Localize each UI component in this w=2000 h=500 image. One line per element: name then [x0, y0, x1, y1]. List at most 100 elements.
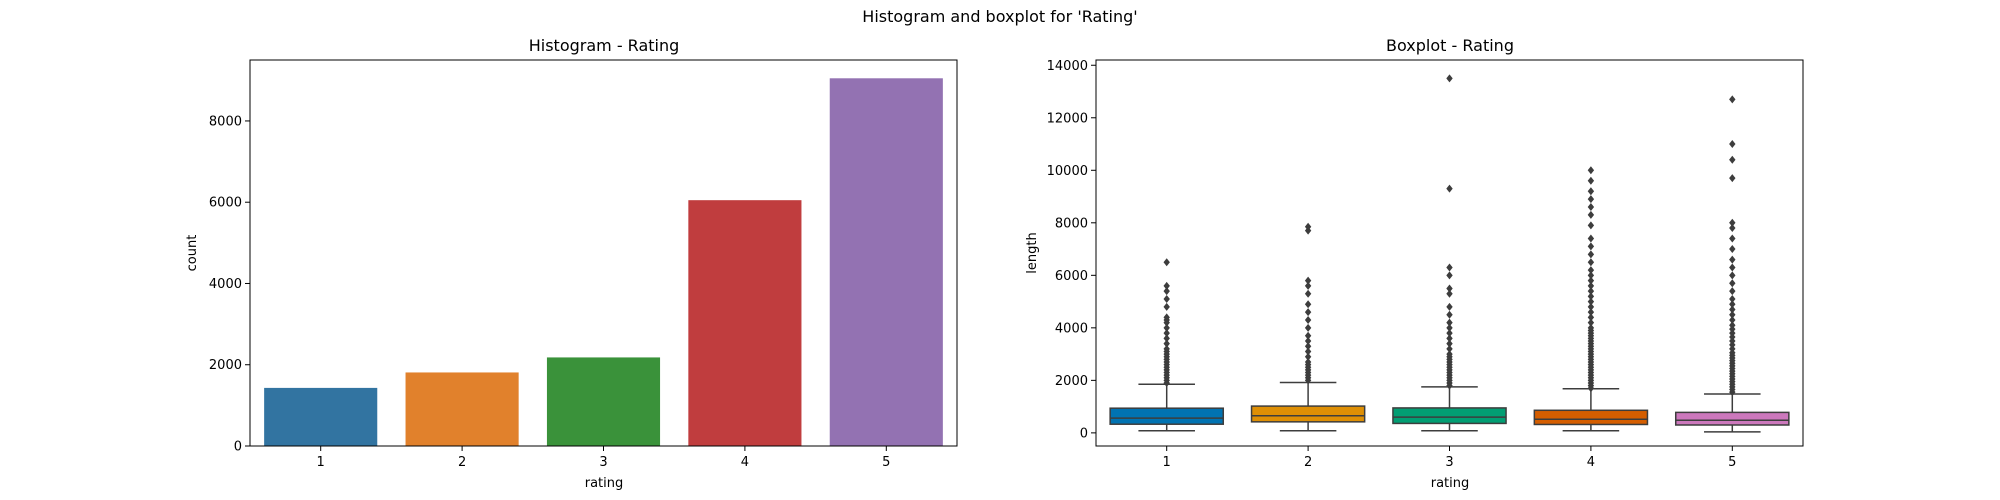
boxplot-outlier-1	[1163, 329, 1170, 338]
boxplot-outlier-5	[1729, 315, 1736, 324]
boxplot-outlier-2	[1304, 357, 1312, 366]
histogram-title: Histogram - Rating	[529, 36, 680, 55]
boxplot-box-3	[1392, 407, 1507, 425]
boxplot-plot-frame	[1095, 59, 1804, 447]
boxplot-outlier-5	[1729, 218, 1736, 227]
histogram-bar-5	[829, 78, 943, 446]
boxplot-boxes	[1109, 74, 1790, 433]
boxplot-y-tick-label: 10000	[1047, 164, 1088, 179]
histogram-bar-4	[688, 200, 802, 446]
boxplot-outlier-4	[1587, 203, 1595, 212]
histogram-x-tick-label: 1	[317, 455, 325, 470]
boxplot-outlier-4	[1587, 302, 1595, 311]
boxplot-outlier-4	[1587, 297, 1595, 306]
boxplot-y-tick-label: 4000	[1055, 321, 1088, 336]
boxplot-outlier-5	[1729, 174, 1736, 183]
boxplot-outlier-3	[1446, 350, 1453, 359]
histogram-y-tick-label: 2000	[209, 358, 242, 373]
boxplot-outlier-3	[1446, 339, 1453, 348]
boxplot-outlier-3	[1446, 271, 1453, 280]
boxplot-outlier-3	[1446, 334, 1453, 343]
boxplot-panel: Boxplot - Rating 0 2000 4000 6000 8000 10000 1…	[1025, 36, 1804, 491]
boxplot-outlier-1	[1163, 323, 1170, 332]
histogram-y-axis: 0 2000 4000 6000 8000	[209, 114, 250, 455]
boxplot-x-tick-label: 4	[1587, 455, 1595, 470]
boxplot-outlier-3	[1446, 310, 1453, 319]
boxplot-outlier-4	[1587, 271, 1595, 280]
boxplot-outlier-4	[1587, 221, 1595, 230]
histogram-x-label: rating	[585, 476, 624, 491]
boxplot-outlier-4	[1587, 323, 1595, 332]
boxplot-outlier-4	[1587, 195, 1595, 204]
boxplot-outlier-1	[1163, 281, 1170, 290]
boxplot-outlier-2	[1304, 300, 1312, 309]
boxplot-box-1	[1109, 407, 1225, 425]
boxplot-outlier-4	[1587, 176, 1595, 185]
boxplot-outlier-1	[1163, 294, 1170, 303]
histogram-panel: Histogram - Rating 0 2000 4000 6000 8000 1 2 3…	[185, 36, 958, 491]
boxplot-outlier-5	[1729, 300, 1736, 309]
boxplot-outlier-5	[1729, 287, 1736, 296]
histogram-bar-3	[546, 357, 661, 446]
boxplot-outlier-5	[1729, 224, 1736, 233]
boxplot-outlier-3	[1446, 329, 1453, 338]
boxplot-x-tick-label: 2	[1304, 455, 1312, 470]
histogram-plot-frame	[249, 59, 958, 447]
boxplot-outlier-5	[1729, 271, 1736, 280]
histogram-x-axis: 1 2 3 4 5	[317, 446, 890, 470]
boxplot-outlier-5	[1729, 95, 1736, 104]
boxplot-outlier-4	[1587, 242, 1595, 251]
boxplot-outlier-3	[1446, 344, 1453, 353]
boxplot-outlier-4	[1587, 266, 1595, 275]
boxplot-outlier-4	[1587, 166, 1595, 175]
boxplot-outlier-2	[1304, 336, 1312, 345]
histogram-x-tick-label: 4	[741, 455, 749, 470]
boxplot-outlier-5	[1729, 234, 1736, 243]
boxplot-y-tick-label: 12000	[1047, 111, 1088, 126]
histogram-y-tick-label: 0	[234, 440, 242, 455]
boxplot-outlier-1	[1163, 344, 1170, 353]
histogram-bars	[264, 78, 943, 446]
boxplot-outlier-2	[1304, 352, 1312, 361]
boxplot-outlier-4	[1587, 258, 1595, 267]
boxplot-outlier-2	[1304, 281, 1312, 290]
boxplot-outlier-3	[1446, 302, 1453, 311]
boxplot-outlier-2	[1304, 347, 1312, 356]
boxplot-outlier-5	[1729, 255, 1736, 264]
boxplot-outlier-3	[1446, 323, 1453, 332]
boxplot-x-tick-label: 3	[1445, 455, 1453, 470]
boxplot-outlier-2	[1304, 276, 1312, 285]
boxplot-outlier-5	[1729, 155, 1736, 164]
boxplot-outlier-4	[1587, 287, 1595, 296]
boxplot-box-5	[1674, 411, 1790, 426]
boxplot-outlier-3	[1446, 184, 1453, 193]
boxplot-y-tick-label: 14000	[1047, 59, 1088, 74]
boxplot-outlier-5	[1729, 305, 1736, 314]
boxplot-outlier-2	[1304, 308, 1312, 317]
boxplot-outlier-2	[1304, 289, 1312, 298]
boxplot-box-2	[1250, 405, 1366, 423]
boxplot-y-tick-label: 2000	[1055, 374, 1088, 389]
boxplot-outlier-4	[1587, 318, 1595, 327]
boxplot-outlier-2	[1304, 222, 1312, 231]
boxplot-outlier-1	[1163, 302, 1170, 311]
boxplot-outlier-4	[1587, 210, 1595, 219]
boxplot-outlier-1	[1163, 339, 1170, 348]
boxplot-outlier-5	[1729, 310, 1736, 319]
boxplot-outlier-4	[1587, 234, 1595, 243]
boxplot-outlier-3	[1446, 74, 1453, 83]
boxplot-outlier-4	[1587, 250, 1595, 259]
boxplot-outlier-5	[1729, 279, 1736, 288]
histogram-x-tick-label: 3	[599, 455, 607, 470]
histogram-x-tick-label: 5	[882, 455, 890, 470]
boxplot-outlier-1	[1163, 313, 1170, 322]
boxplot-outlier-4	[1587, 187, 1595, 196]
boxplot-outlier-3	[1446, 318, 1453, 327]
boxplot-outlier-4	[1587, 292, 1595, 301]
boxplot-y-tick-label: 6000	[1055, 269, 1088, 284]
boxplot-x-axis: 1 2 3 4 5	[1163, 446, 1736, 470]
boxplot-outlier-5	[1729, 263, 1736, 272]
histogram-y-tick-label: 6000	[209, 196, 242, 211]
boxplot-outlier-4	[1587, 313, 1595, 322]
